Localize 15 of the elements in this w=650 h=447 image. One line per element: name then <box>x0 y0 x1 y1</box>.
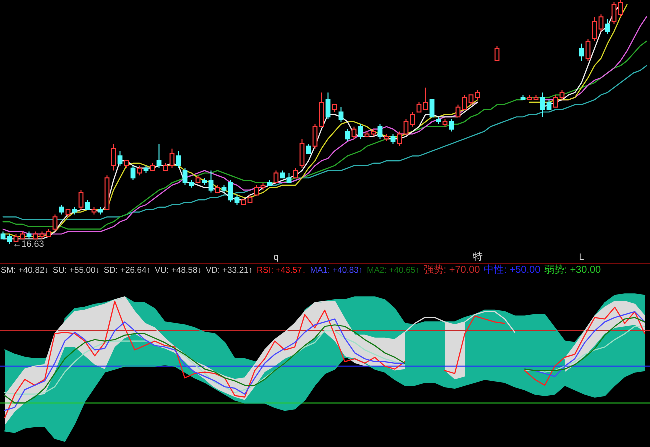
ref-line-label: 弱势: +30.00 <box>544 264 602 276</box>
text: SM: +40.82↓ <box>1 265 49 275</box>
text: SU: +55.00↓ <box>52 265 100 275</box>
text: MA2: +40.65↑ <box>367 265 420 275</box>
annotation: ←16.63 <box>12 239 44 249</box>
ref-line-label: 强势: +70.00 <box>424 264 481 276</box>
x-tick-label: q <box>274 252 279 262</box>
text: MA1: +40.83↑ <box>310 265 364 275</box>
ref-line-label: 中性: +50.00 <box>484 264 542 276</box>
text: VD: +33.21↑ <box>206 265 254 275</box>
x-tick-label: L <box>579 252 584 262</box>
x-tick-label: 特 <box>472 251 483 263</box>
text: VU: +48.58↓ <box>155 265 202 275</box>
text: RSI: +43.57↓ <box>257 265 306 275</box>
text: SD: +26.64↑ <box>104 265 151 275</box>
